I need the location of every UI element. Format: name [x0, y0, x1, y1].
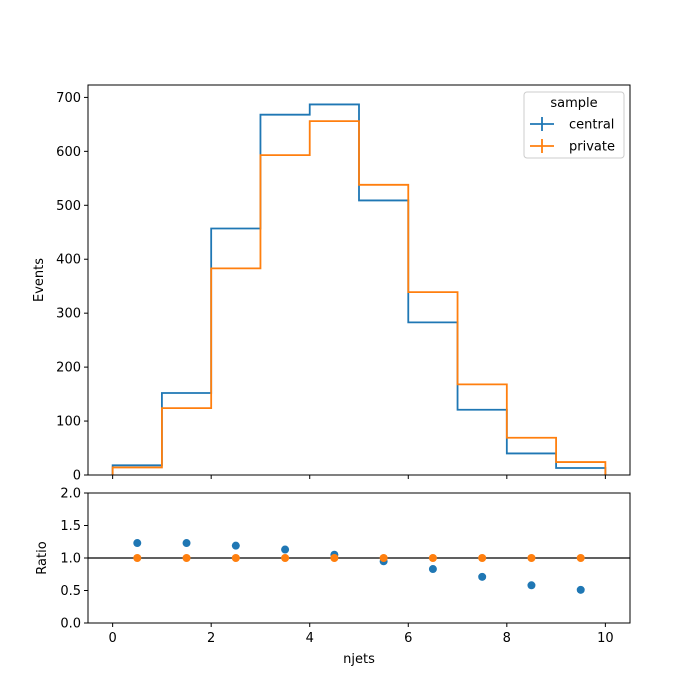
main-y-tick-label: 100 [56, 415, 81, 430]
histogram-step-private [111, 120, 607, 475]
ratio-y-tick-label: 1.5 [60, 519, 81, 534]
ratio-y-tick-label: 1.0 [60, 552, 81, 567]
legend-label-central: central [569, 118, 614, 133]
ratio-point-central [478, 572, 487, 581]
main-y-tick-label: 700 [56, 91, 81, 106]
ratio-y-axis-label: Ratio [35, 541, 50, 574]
x-axis-label: njets [343, 652, 375, 667]
ratio-x-tick-label: 10 [597, 631, 614, 646]
ratio-point-central [182, 539, 191, 548]
ratio-point-private [428, 554, 437, 562]
ratio-point-central [231, 541, 240, 550]
ratio-y-tick-label: 2.0 [60, 487, 81, 502]
main-y-tick-label: 400 [56, 253, 81, 268]
ratio-point-central [576, 585, 585, 594]
ratio-point-private [478, 554, 487, 562]
main-y-tick-label: 200 [56, 361, 81, 376]
ratio-point-private [133, 554, 142, 562]
ratio-point-central [281, 545, 290, 554]
ratio-point-private [281, 554, 290, 562]
ratio-y-tick-label: 0.0 [60, 617, 81, 632]
legend-label-private: private [569, 140, 615, 155]
ratio-point-private [379, 554, 388, 562]
ratio-x-tick-label: 6 [404, 631, 412, 646]
main-y-tick-label: 0 [73, 469, 81, 484]
ratio-x-tick-label: 0 [108, 631, 116, 646]
ratio-x-tick-label: 8 [503, 631, 511, 646]
main-y-tick-label: 300 [56, 307, 81, 322]
ratio-point-private [182, 554, 191, 562]
ratio-point-private [231, 554, 240, 562]
ratio-point-central [527, 581, 536, 590]
legend-title: sample [550, 96, 597, 111]
ratio-point-central [133, 539, 142, 548]
ratio-point-central [428, 565, 437, 574]
main-plot-frame [87, 84, 631, 476]
legend-box [523, 91, 625, 159]
ratio-x-tick-label: 2 [207, 631, 215, 646]
main-y-axis-label: Events [32, 258, 47, 302]
ratio-x-tick-label: 4 [306, 631, 314, 646]
ratio-y-tick-label: 0.5 [60, 584, 81, 599]
main-y-tick-label: 500 [56, 199, 81, 214]
main-y-tick-label: 600 [56, 145, 81, 160]
ratio-point-private [527, 554, 536, 562]
ratio-point-private [576, 554, 585, 562]
ratio-point-private [330, 554, 339, 562]
